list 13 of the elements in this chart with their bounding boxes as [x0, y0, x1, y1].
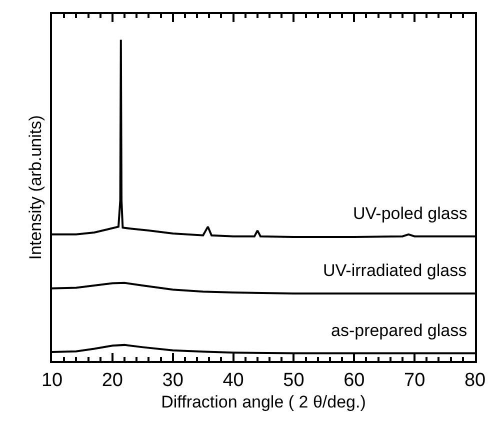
x-axis-title: Diffraction angle ( 2 θ/deg.) — [161, 392, 366, 412]
x-tick-label: 80 — [464, 370, 486, 391]
x-tick-label: 60 — [344, 370, 365, 391]
x-tick-label: 70 — [404, 370, 426, 391]
series-label: UV-irradiated glass — [323, 261, 467, 280]
y-axis-title: Intensity (arb.units) — [26, 115, 46, 260]
series-label: UV-poled glass — [353, 204, 468, 223]
x-tick-label: 30 — [162, 370, 184, 391]
x-tick-label: 50 — [283, 370, 304, 391]
x-tick-label: 40 — [222, 370, 244, 391]
series-label: as-prepared glass — [331, 321, 468, 340]
x-tick-label: 10 — [41, 370, 63, 391]
x-tick-label: 20 — [102, 370, 123, 391]
